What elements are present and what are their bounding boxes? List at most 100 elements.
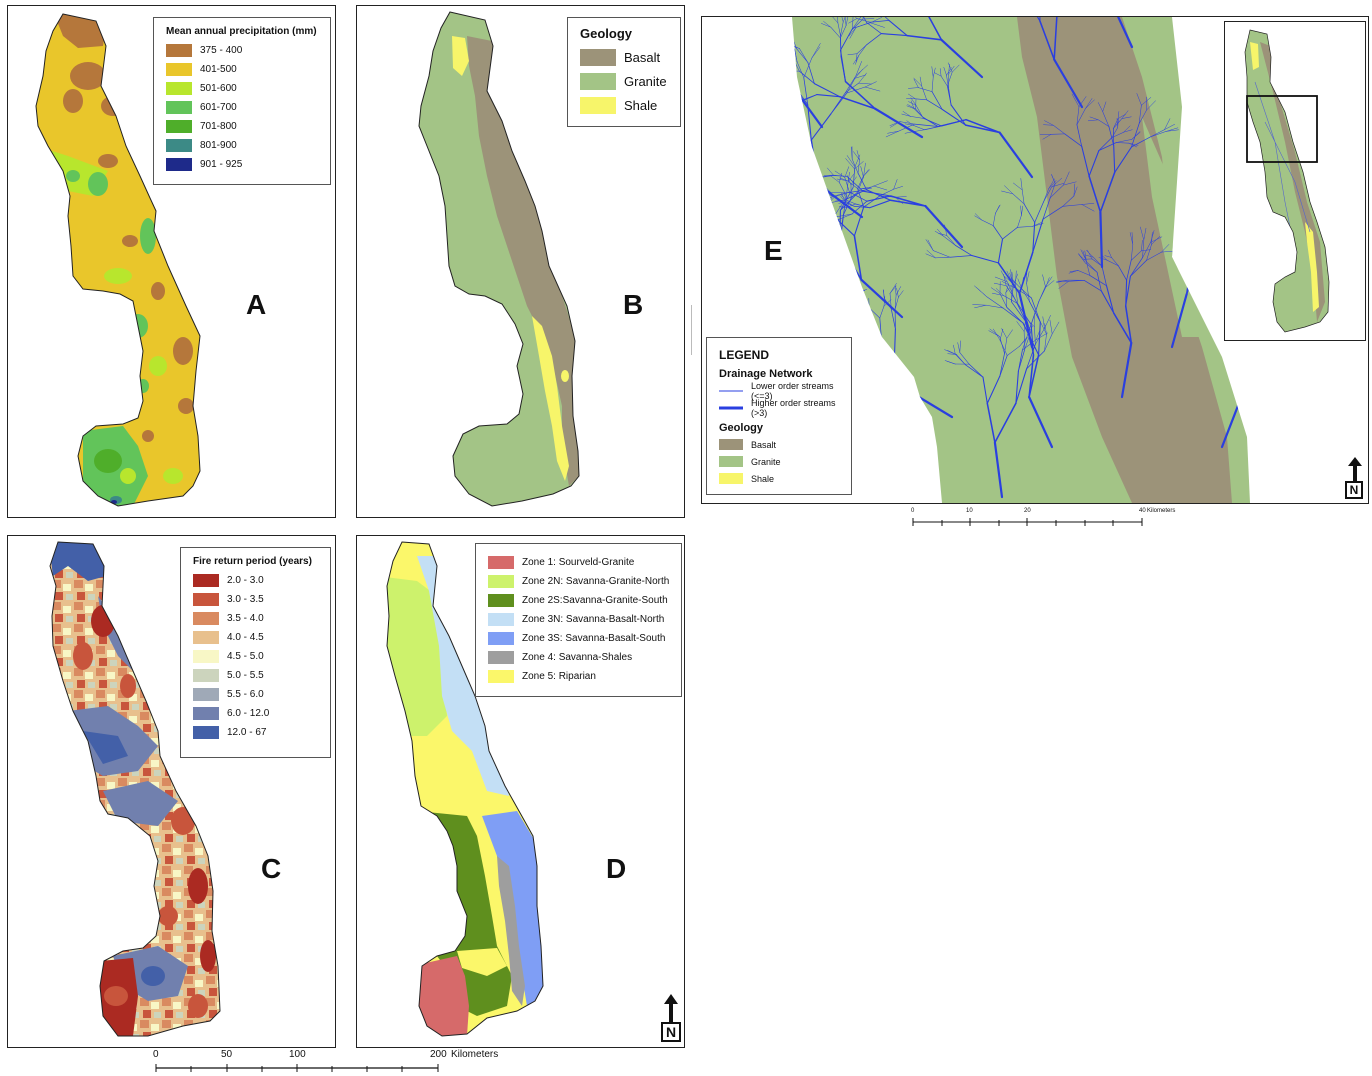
panel-label-e: E [764,235,783,267]
stream-segment [853,371,861,374]
locator-inset-map [1224,21,1366,341]
stream-segment [867,359,877,368]
stream-segment [869,367,884,380]
legend-swatch [488,651,514,664]
stream-segment [1198,194,1204,202]
stream-segment [834,287,838,295]
stream-segment [857,322,868,327]
stream-segment [758,66,790,83]
stream-segment [1203,100,1208,110]
stream-segment [806,182,820,191]
legend-item: 3.5 - 4.0 [193,609,330,628]
legend-swatch [719,456,743,467]
stream-segment [724,168,738,170]
stream-segment [861,351,867,359]
stream-segment [844,298,850,320]
stream-segment [777,185,792,187]
stream-segment [862,328,865,340]
panel-label-b: B [623,289,643,321]
stream-segment [1193,232,1199,256]
stream-segment [717,67,733,77]
stream-segment [861,360,871,366]
stream-segment [767,18,774,45]
stream-segment [1210,199,1214,207]
stream-segment [1214,214,1217,233]
legend-label: Basalt [624,50,660,65]
legend-item: 501-600 [166,79,330,98]
stream-segment [735,66,758,70]
legend-item: 5.0 - 5.5 [193,666,330,685]
stream-segment [829,271,837,281]
stream-segment [731,191,744,196]
stream-segment [782,98,789,103]
stream-segment [828,290,838,291]
stream-segment [1258,341,1280,359]
stream-segment [706,76,717,81]
stream-segment [847,293,856,303]
stream-segment [723,170,738,173]
scale-tick-200: 200 [430,1049,447,1060]
stream-segment [702,65,707,66]
stream-segment [784,108,793,109]
stream-segment [792,109,794,117]
stream-segment [718,180,734,181]
stream-segment [715,173,722,180]
stream-segment [1219,229,1223,244]
stream-segment [875,355,878,369]
stream-segment [835,286,838,295]
stream-segment [830,318,835,327]
stream-segment [737,172,745,182]
stream-segment [773,70,783,71]
stream-segment [774,17,781,45]
stream-segment [1200,185,1203,194]
stream-segment [786,54,794,60]
stream-segment [727,187,733,194]
stream-segment [1215,203,1221,214]
stream-segment [704,70,716,72]
stream-segment [860,383,892,428]
legend-title: LEGEND [719,348,851,362]
legend-label: 3.5 - 4.0 [227,613,264,624]
stream-segment [860,363,864,367]
stream-segment [848,287,853,300]
stream-segment [852,278,853,287]
stream-segment [786,109,794,112]
stream-segment [852,352,855,362]
legend-label: Granite [624,74,667,89]
stream-segment [805,202,830,212]
panel-label-d: D [606,853,626,885]
stream-segment [733,182,744,187]
stream-segment [875,345,876,355]
stream-segment [1211,208,1213,220]
stream-segment [855,364,870,367]
legend-swatch [488,670,514,683]
stream-segment [771,82,780,83]
scale-tick-100: 100 [289,1049,306,1060]
stream-segment [1200,187,1209,193]
legend-item: 901 - 925 [166,155,330,174]
stream-segment [789,101,802,103]
stream-segment [726,197,732,204]
stream-segment [716,67,733,70]
legend-label: 375 - 400 [200,45,242,56]
stream-segment [796,175,806,182]
stream-segment [738,191,745,201]
legend-item: Shale [719,470,851,487]
thick-line-icon [719,405,743,411]
stream-segment [852,276,853,287]
stream-segment [854,354,862,359]
stream-segment [1177,203,1184,208]
stream-segment [711,73,722,74]
legend-swatch [166,120,192,133]
stream-segment [1242,359,1254,396]
stream-segment [707,68,718,69]
stream-segment [1198,194,1204,201]
stream-segment [871,367,885,380]
scale-tick-0: 0 [153,1049,159,1060]
stream-segment [789,68,795,86]
legend-item: Zone 3S: Savanna-Basalt-South [488,629,681,648]
panel-a-precipitation-map: Mean annual precipitation (mm) 375 - 400… [7,5,336,518]
legend-label: Basalt [751,440,776,450]
stream-segment [754,320,760,330]
